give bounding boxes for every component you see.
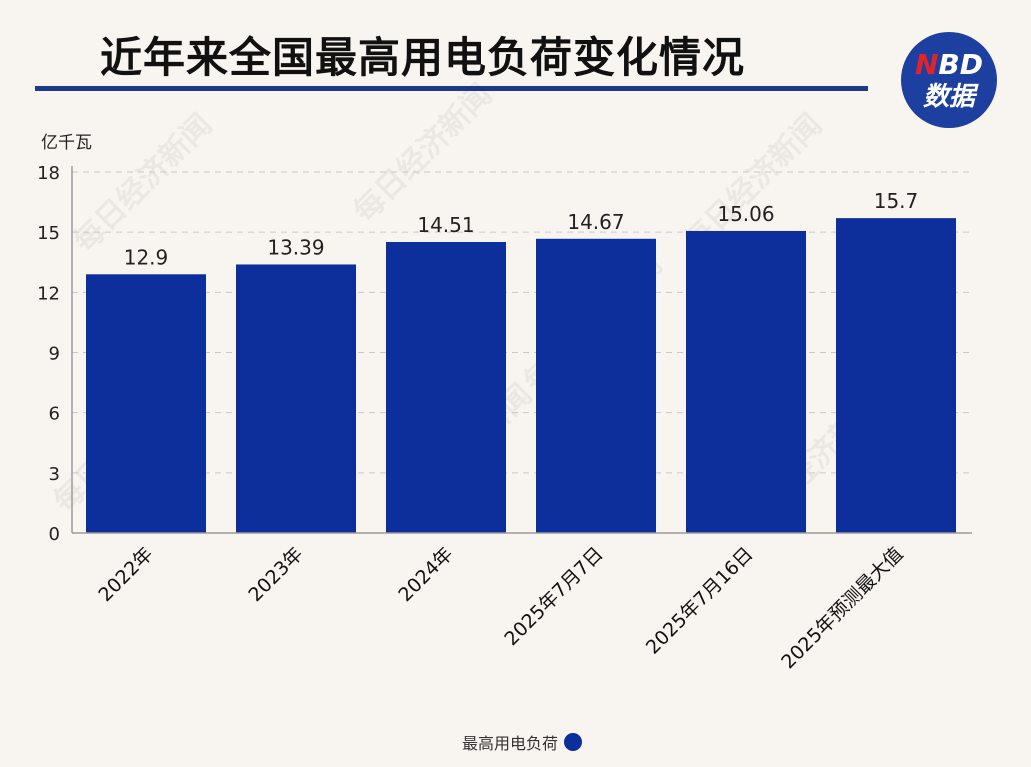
value-labels: 12.9 13.39 14.51 14.67 15.06 15.7	[124, 189, 919, 269]
chart-title: 近年来全国最高用电负荷变化情况	[100, 33, 746, 82]
y-axis-unit-label: 亿千瓦	[41, 133, 92, 153]
bar	[386, 241, 506, 533]
axes	[71, 166, 972, 534]
logo-letters-bd: BD	[938, 48, 984, 81]
y-tick-label: 6	[49, 404, 60, 425]
data-label: 14.67	[567, 210, 624, 234]
y-tick-label: 0	[49, 524, 60, 545]
nbd-logo: NBD 数据	[901, 32, 997, 128]
logo-text-top: NBD	[901, 50, 997, 80]
data-label: 12.9	[124, 245, 169, 269]
bar	[536, 238, 656, 533]
y-tick-label: 18	[37, 163, 60, 184]
bars	[86, 218, 956, 534]
data-label: 14.51	[417, 213, 474, 237]
x-tick-label: 2025年预测最大值	[777, 543, 907, 673]
legend-swatch	[564, 733, 583, 751]
watermark-text: 每日经济新闻	[67, 107, 219, 259]
bar	[686, 230, 806, 534]
y-tick-labels: 0 3 6 9 12 15 18	[37, 163, 60, 545]
data-label: 15.06	[717, 202, 774, 226]
data-label: 13.39	[267, 235, 324, 259]
y-tick-label: 3	[49, 464, 60, 485]
legend-label: 最高用电负荷	[462, 734, 559, 753]
bar	[836, 218, 956, 533]
x-tick-labels: 2022年 2023年 2024年 2025年7月7日 2025年7月16日 2025年预…	[94, 543, 907, 673]
y-tick-label: 9	[49, 344, 60, 365]
x-tick-label: 2025年7月16日	[642, 543, 758, 659]
x-tick-label: 2022年	[94, 543, 157, 606]
x-tick-label: 2023年	[244, 543, 307, 606]
legend: 最高用电负荷	[462, 731, 583, 753]
bar	[236, 264, 356, 533]
data-label: 15.7	[874, 189, 919, 213]
y-tick-label: 15	[37, 223, 60, 244]
gridlines	[72, 171, 972, 474]
y-tick-label: 12	[37, 283, 60, 304]
x-tick-label: 2025年7月7日	[500, 543, 607, 650]
title-underline	[35, 86, 868, 91]
logo-letter-n: N	[914, 48, 939, 81]
logo-text-bottom: 数据	[922, 82, 975, 112]
bar	[86, 274, 206, 533]
watermark-text: 每日经济新闻	[347, 77, 499, 229]
x-tick-label: 2024年	[394, 543, 457, 606]
